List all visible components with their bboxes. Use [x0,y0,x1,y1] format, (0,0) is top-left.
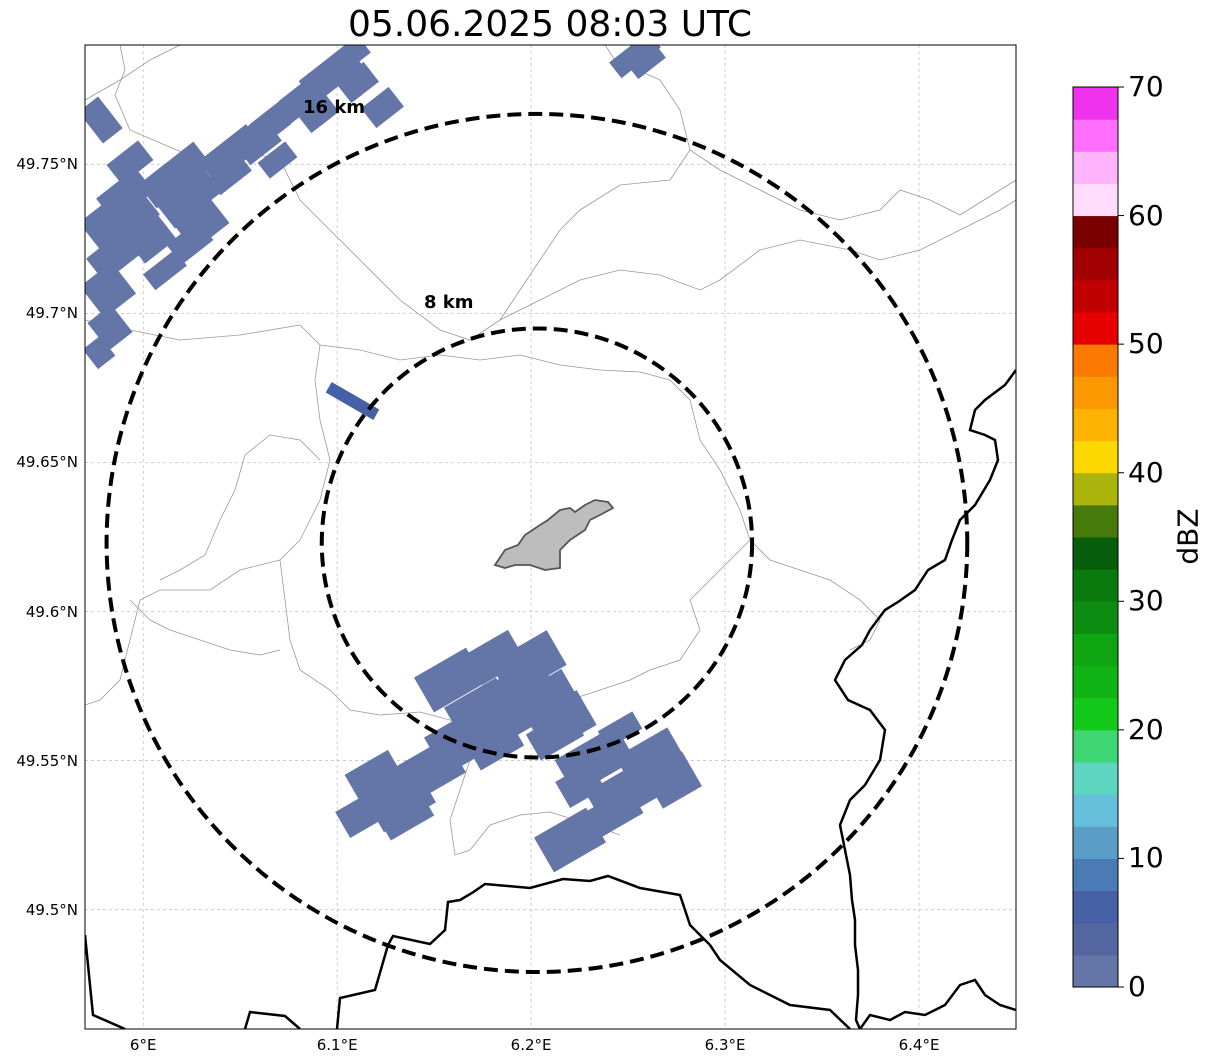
colorbar-tick-label: 20 [1128,712,1164,746]
echo-cell [629,45,666,80]
lon-tick-label: 6.4°E [898,1036,940,1054]
colorbar-tick-label: 0 [1128,970,1146,1003]
range-ring-16km [104,111,970,975]
colorbar-swatch [1073,279,1118,313]
colorbar-frame [1072,86,1119,988]
echo-cell [96,167,154,223]
echo-cell [238,124,282,166]
echo-cell [609,45,661,79]
colorbar-tick-label: 10 [1128,841,1164,875]
colorbar-tick-label: 70 [1128,70,1164,103]
colorbar-swatch [1073,569,1118,602]
echo-cell [319,45,371,84]
colorbar-swatch [1073,633,1118,667]
echo-cell [166,220,214,265]
echo-cell [475,699,535,751]
colorbar-swatch [1073,537,1118,570]
colorbar-swatch [1073,440,1118,474]
colorbar-swatch [1073,665,1118,699]
city-area [493,499,615,571]
echo-cell [325,382,380,420]
colorbar-tick-label: 60 [1128,198,1164,232]
echo-cell [208,154,252,196]
echo-cell [106,140,154,185]
colorbar-label: dBZ [1171,508,1205,565]
lon-tick-label: 6°E [129,1036,157,1054]
lat-tick-label: 49.65°N [16,453,78,472]
echo-cell [336,61,379,104]
echo-cell [257,141,298,179]
colorbar-swatch [1073,215,1118,249]
colorbar-swatch [1073,601,1118,634]
colorbar-swatch [1073,762,1118,795]
range-ring-8km [319,326,755,760]
colorbar-swatch [1073,344,1118,377]
colorbar-tick-label: 30 [1128,584,1164,618]
echo-cell [414,647,486,713]
colorbar-swatch [1073,376,1118,409]
colorbar-swatch [1073,183,1118,217]
colorbar-swatch [1073,312,1118,345]
lat-tick-label: 49.7°N [25,304,78,323]
lat-tick-label: 49.5°N [25,900,78,919]
lat-tick-label: 49.6°N [25,602,78,621]
echo-cell [643,751,702,809]
echo-cell [361,86,404,129]
echo-cell [525,709,585,761]
echo-cell [375,789,435,841]
range-rings [104,111,970,975]
colorbar-swatch [1073,729,1118,763]
colorbar-swatch [1073,697,1118,731]
colorbar-swatch [1073,890,1118,924]
echo-cell [85,261,137,319]
colorbar-swatch [1073,794,1118,827]
colorbar-swatch [1073,87,1118,120]
colorbar-swatch [1073,472,1118,506]
colorbar-swatch [1073,954,1118,988]
echo-cell [344,749,406,806]
chart-title: 05.06.2025 08:03 UTC [347,4,753,45]
echo-cell [87,304,133,351]
map-frame [84,44,1017,1030]
echo-cell [615,727,685,788]
colorbar-swatch [1073,408,1118,442]
lon-tick-label: 6.1°E [316,1036,358,1054]
echo-cell [138,141,212,209]
ring-label-16km: 16 km [303,97,366,118]
echo-cell [555,762,605,808]
colorbar-swatch [1073,151,1118,184]
colorbar-swatch [1073,247,1118,281]
echo-cell [436,731,484,774]
echo-cell [493,646,552,704]
colorbar-tick-label: 50 [1128,327,1164,361]
echo-cell [335,792,385,838]
radar-echoes [85,45,702,873]
ring-label-8km: 8 km [424,292,474,313]
colorbar-tick-label: 40 [1128,455,1164,489]
colorbar-swatch [1073,858,1118,892]
colorbar-swatch [1073,922,1118,956]
lat-tick-label: 49.75°N [16,155,78,174]
lat-tick-label: 49.55°N [16,751,78,770]
echo-cell [597,711,643,749]
colorbar-swatch [1073,119,1118,152]
echo-cell [110,190,160,240]
echo-cell [157,169,223,229]
colorbar-swatch [1073,504,1118,538]
lon-tick-label: 6.3°E [704,1036,746,1054]
echo-cell [464,629,526,686]
echo-cell [143,249,187,291]
echo-cell [534,807,606,873]
lon-tick-label: 6.2°E [510,1036,552,1054]
echo-cell [85,96,123,144]
echo-cell [513,668,582,732]
colorbar [1072,86,1124,988]
national-borders [85,369,1016,1029]
colorbar-swatch [1073,826,1118,859]
echo-cell [296,91,339,134]
echo-cell [123,211,177,264]
echo-cell [85,335,116,370]
